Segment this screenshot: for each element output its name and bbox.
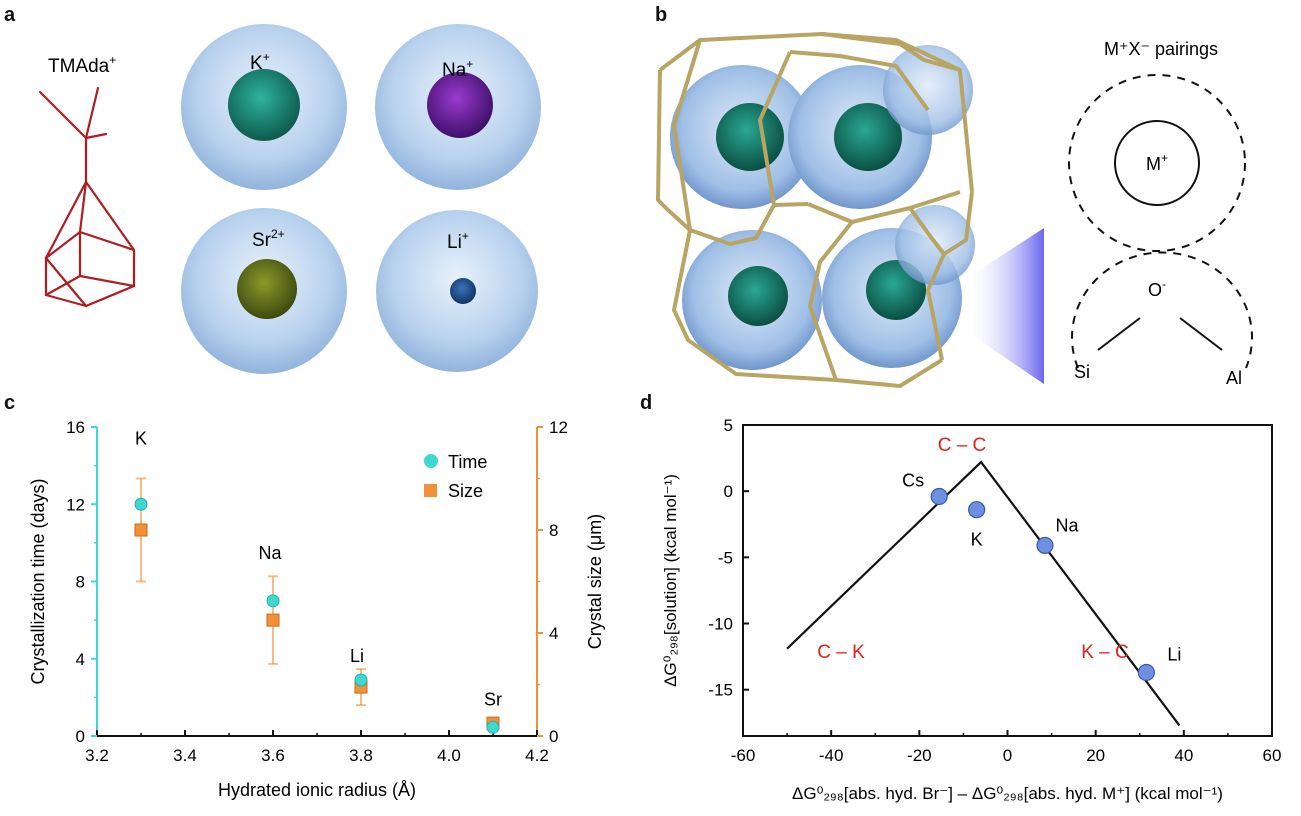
y-tick-label: 12 [66,495,85,514]
ion-sphere-na: Na+ [375,24,541,190]
y2-axis-label: Crystal size (μm) [585,514,605,649]
y-tick-label: -5 [718,548,733,567]
size-point [266,613,280,627]
ion-sphere-sr: Sr2+ [181,208,347,374]
x-tick-label: 3.4 [173,746,197,765]
data-point [968,501,986,519]
point-label: Cs [902,470,924,490]
legend-size-marker [424,484,437,497]
y-tick-label: 16 [66,418,85,437]
pairings-schematic: M⁺X⁻ pairings M+ O- Si Al [1068,39,1253,388]
x-tick-label: 40 [1174,746,1193,765]
trend-line [786,460,1181,727]
cation-circle [1114,120,1200,206]
point-label: K [971,530,983,550]
size-point [134,523,148,537]
x-tick-label: 3.2 [85,746,109,765]
y-tick-label: 0 [724,482,733,501]
x-tick-label: 60 [1263,746,1282,765]
point-label: Na [1055,515,1079,535]
y-tick-label: 8 [76,573,85,592]
y-tick-label: 5 [724,416,733,435]
time-point [266,594,280,608]
chart-d: -60 -40 -20 0 20 40 60 5 0 -5 -10 -15 Cs K Na Li C – C C … [661,416,1282,803]
cation-hydration-shell [1068,74,1246,252]
point-label: Sr [484,689,502,709]
x-tick-label: 0 [1003,746,1012,765]
ion-sphere-li: Li+ [376,210,538,372]
time-point [134,497,148,511]
panel-b: M⁺X⁻ pairings M+ O- Si Al [656,32,1253,388]
anion-hydration-shell [1071,251,1253,369]
legend-time-marker [424,454,438,468]
panel-letter-a: a [4,4,16,26]
tmada-molecule [38,86,136,308]
tmada-label: TMAda+ [48,53,116,77]
data-point [1036,536,1054,555]
ion-sphere-k: K+ [181,24,347,190]
plot-frame [742,424,1273,737]
y-tick-label: -10 [708,615,733,634]
panel-a: TMAda+ K+ Na+ Sr2+ Li+ [38,24,541,374]
x-axis-label: Hydrated ionic radius (Å) [218,780,416,800]
ion-label-li: Li+ [447,229,469,253]
x-tick-label: 3.8 [349,746,373,765]
cation-label: M+ [1146,151,1168,174]
time-point [354,673,368,687]
x-tick-label: -20 [907,746,932,765]
y-tick-label: -15 [708,681,733,700]
y2-tick-label: 0 [549,727,558,746]
x-tick-label: 4.0 [437,746,461,765]
legend-size-label: Size [448,481,483,501]
panel-letter-d: d [640,392,653,414]
x-tick-label: -60 [731,746,756,765]
y2-tick-label: 8 [549,521,558,540]
x-tick-label: -40 [819,746,844,765]
zeolite-cage [656,32,1044,388]
point-label: K [135,428,147,448]
region-annotation: C – K [817,642,865,663]
region-annotation: K – C [1081,642,1129,663]
y-tick-label: 0 [76,727,85,746]
x-tick-label: 3.6 [261,746,285,765]
pairings-title: M⁺X⁻ pairings [1104,39,1218,59]
panel-letter-c: c [4,392,16,414]
point-label: Li [350,646,364,666]
y-axis-label: ΔG⁰₂₉₈[solution] (kcal mol⁻¹) [661,474,680,687]
point-label: Na [258,543,282,563]
legend-time-label: Time [448,452,487,472]
y2-tick-label: 12 [549,418,568,437]
point-label: Li [1167,644,1181,664]
data-point [930,487,948,506]
time-point [486,720,500,734]
si-label: Si [1074,362,1090,382]
oxygen-label: O- [1148,277,1166,300]
zoom-wedge [964,228,1044,384]
y-axis-label: Crystallization time (days) [28,478,48,684]
x-tick-label: 20 [1086,746,1105,765]
data-point [1137,663,1155,682]
x-tick-label: 4.2 [525,746,549,765]
panel-letter-b: b [655,4,668,26]
region-annotation: C – C [938,435,987,456]
ion-label-na: Na+ [442,57,473,81]
x-axis-label: ΔG⁰₂₉₈[abs. hyd. Br⁻] – ΔG⁰₂₉₈[abs. hyd.… [792,784,1223,803]
y2-tick-label: 4 [549,624,558,643]
ion-label-k: K+ [250,50,270,74]
y-tick-label: 4 [76,650,85,669]
al-label: Al [1226,368,1242,388]
ion-label-sr: Sr2+ [252,227,285,251]
